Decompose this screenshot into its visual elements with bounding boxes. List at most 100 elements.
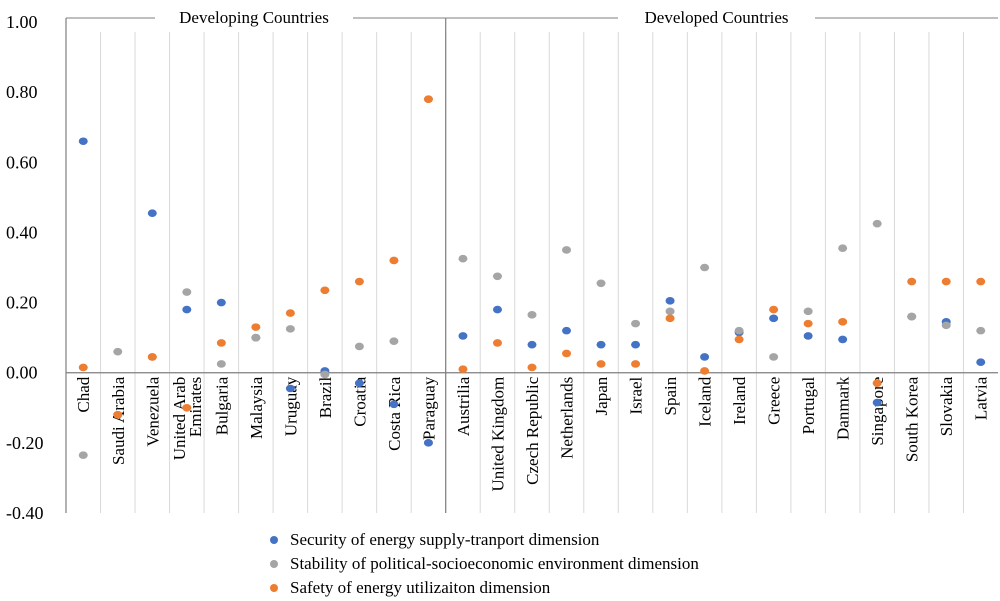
data-point-series-2	[700, 263, 710, 272]
data-point-series-2	[285, 325, 295, 333]
data-point-series-2	[320, 370, 330, 379]
legend-label-security: Security of energy supply-tranport dimen…	[290, 530, 600, 549]
data-point-series-1	[423, 439, 433, 447]
data-point-series-2	[872, 219, 882, 228]
data-point-series-2	[769, 353, 779, 361]
data-point-series-1	[596, 340, 606, 349]
category-label: Croatia	[350, 376, 369, 426]
data-point-series-2	[458, 254, 468, 263]
category-label: Latvia	[972, 376, 991, 420]
category-label: United Arab	[170, 377, 189, 461]
data-point-series-1	[872, 398, 882, 407]
legend-item-safety: Safety of energy utilizaiton dimension	[270, 576, 699, 600]
data-point-series-1	[665, 297, 675, 305]
y-tick-label: 0.40	[6, 222, 38, 242]
y-tick-label: 0.60	[6, 152, 38, 172]
data-point-series-2	[976, 326, 986, 335]
data-point-series-3	[907, 277, 917, 286]
data-point-series-2	[631, 319, 641, 328]
data-point-series-1	[78, 137, 88, 146]
data-point-series-3	[78, 363, 88, 372]
data-point-series-3	[631, 360, 641, 368]
category-label: Austrilia	[454, 376, 473, 436]
category-label: Venezuela	[143, 376, 162, 446]
category-label: Emirates	[186, 377, 205, 437]
data-point-series-1	[285, 384, 295, 393]
legend-marker-safety	[270, 584, 278, 592]
data-point-series-2	[251, 333, 261, 342]
legend-marker-stability	[270, 560, 278, 568]
data-point-series-3	[320, 286, 330, 295]
data-point-series-1	[562, 326, 572, 335]
data-point-series-3	[182, 403, 192, 412]
data-point-series-1	[458, 332, 468, 340]
data-point-series-2	[354, 342, 364, 351]
data-point-series-2	[78, 451, 88, 459]
category-label: Portugal	[799, 376, 818, 434]
data-point-series-3	[976, 277, 986, 286]
legend-item-stability: Stability of political-socioeconomic env…	[270, 552, 699, 576]
data-point-series-2	[182, 288, 192, 296]
data-point-series-3	[665, 314, 675, 323]
legend-item-security: Security of energy supply-tranport dimen…	[270, 528, 699, 552]
data-point-series-2	[907, 312, 917, 321]
data-point-series-1	[492, 305, 502, 314]
category-label: Danmark	[834, 376, 853, 440]
data-point-series-3	[838, 318, 848, 326]
data-point-series-3	[458, 365, 468, 374]
data-point-series-3	[562, 349, 572, 358]
data-point-series-2	[389, 337, 399, 345]
data-point-series-1	[976, 358, 986, 366]
category-label: Israel	[627, 376, 646, 414]
data-point-series-2	[492, 272, 502, 281]
category-label: Saudi Arabia	[109, 376, 128, 465]
data-point-series-1	[527, 340, 537, 349]
category-label: Uruguay	[281, 376, 300, 436]
data-point-series-3	[251, 323, 261, 331]
legend: Security of energy supply-tranport dimen…	[270, 528, 699, 600]
category-label: Greece	[765, 377, 784, 425]
data-point-series-1	[700, 353, 710, 361]
legend-label-stability: Stability of political-socioeconomic env…	[290, 554, 699, 573]
group-label-developed: Developed Countries	[645, 8, 789, 27]
data-point-series-1	[631, 340, 641, 349]
data-point-series-2	[665, 307, 675, 316]
data-point-series-2	[734, 326, 744, 335]
data-point-series-1	[389, 400, 399, 409]
legend-label-safety: Safety of energy utilizaiton dimension	[290, 578, 551, 597]
category-label: Ireland	[730, 376, 749, 425]
data-point-series-3	[734, 335, 744, 344]
category-label: Bulgaria	[212, 376, 231, 435]
data-point-series-3	[285, 309, 295, 317]
data-point-series-2	[941, 321, 951, 330]
data-point-series-1	[838, 335, 848, 344]
data-point-series-1	[182, 305, 192, 314]
data-point-series-2	[216, 360, 226, 368]
category-label: Spain	[661, 376, 680, 415]
category-label: Netherlands	[558, 377, 577, 459]
category-label: Brazil	[316, 376, 335, 418]
category-label: Czech Republic	[523, 376, 542, 485]
data-point-series-1	[147, 209, 157, 217]
y-tick-label: -0.20	[6, 433, 44, 453]
data-point-series-3	[389, 256, 399, 265]
data-point-series-3	[216, 339, 226, 347]
data-point-series-3	[354, 277, 364, 286]
data-point-series-3	[872, 379, 882, 388]
category-label: Costa Rica	[385, 376, 404, 451]
data-point-series-3	[423, 95, 433, 103]
category-label: Japan	[592, 376, 611, 415]
scatter-chart: Developing Countries Developed Countries 1…	[6, 8, 998, 523]
data-point-series-2	[527, 311, 537, 319]
data-point-series-1	[354, 379, 364, 388]
data-point-series-2	[562, 246, 572, 254]
category-label: Chad	[74, 376, 93, 412]
data-point-series-2	[838, 244, 848, 253]
category-label: Iceland	[696, 376, 715, 427]
data-point-series-2	[113, 347, 123, 356]
y-tick-label: 0.80	[6, 82, 38, 102]
y-tick-label: 0.00	[6, 363, 38, 383]
category-label: Malaysia	[247, 376, 266, 439]
data-point-series-3	[527, 363, 537, 372]
data-point-series-3	[941, 277, 951, 286]
